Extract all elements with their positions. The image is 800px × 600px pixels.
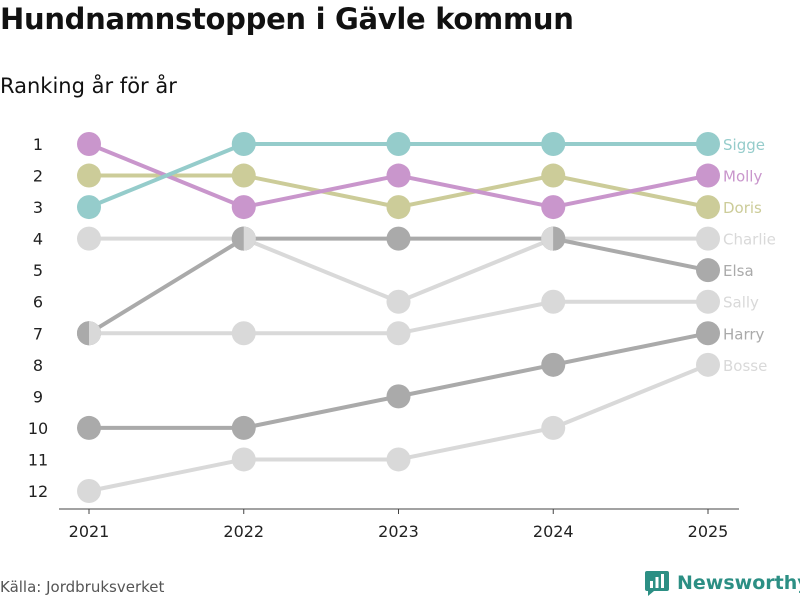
point-harry	[696, 321, 720, 346]
point-harry	[386, 384, 411, 409]
point-sigge	[386, 132, 411, 156]
point-molly	[386, 163, 411, 188]
y-tick-label: 6	[33, 293, 43, 312]
series-points	[77, 132, 720, 503]
x-tick-label: 2024	[533, 522, 574, 541]
point-sigge	[231, 132, 256, 156]
point-sally	[386, 321, 411, 346]
point-sally	[231, 321, 256, 346]
series-label-charlie: Charlie	[723, 231, 776, 249]
tie-point-charlie-elsa-left	[541, 226, 554, 251]
tie-point-elsa-sally-right	[89, 321, 101, 346]
y-tick-label: 9	[33, 387, 43, 406]
point-doris	[696, 195, 720, 220]
series-label-harry: Harry	[723, 325, 765, 343]
series-label-doris: Doris	[723, 199, 762, 217]
point-elsa	[696, 258, 720, 283]
point-harry	[77, 415, 101, 440]
point-molly	[77, 132, 101, 156]
y-tick-label: 4	[33, 230, 43, 249]
y-tick-label: 1	[33, 135, 43, 154]
point-doris	[77, 163, 101, 188]
point-molly	[231, 195, 256, 220]
series-label-bosse: Bosse	[723, 357, 767, 375]
series-label-elsa: Elsa	[723, 262, 754, 280]
point-harry	[231, 415, 256, 440]
brand-logo: Newsworthy	[644, 569, 800, 597]
point-sigge	[696, 132, 720, 156]
series-labels: Sigge Molly Doris Charlie Elsa Sally Harry Boss…	[723, 136, 776, 375]
series-line-harry	[89, 331, 709, 430]
point-elsa	[386, 226, 411, 251]
point-bosse	[77, 479, 101, 503]
point-bosse	[541, 415, 566, 440]
y-tick-label: 5	[33, 261, 43, 280]
tie-point-charlie-elsa-right	[553, 226, 566, 251]
y-tick-label: 8	[33, 356, 43, 375]
series-line-elsa	[87, 236, 709, 335]
tie-point-elsa-sally-left	[77, 321, 89, 346]
point-sigge	[77, 195, 101, 220]
point-bosse	[231, 447, 256, 472]
x-tick-label: 2023	[378, 522, 419, 541]
newsworthy-icon	[645, 571, 669, 596]
point-doris	[541, 163, 566, 188]
chart-subtitle: Ranking år för år	[0, 74, 177, 98]
point-charlie	[696, 226, 720, 251]
tie-point-elsa-charlie-left	[231, 226, 244, 251]
y-tick-label: 10	[28, 419, 48, 438]
series-label-sigge: Sigge	[723, 136, 765, 154]
point-sally	[541, 289, 566, 314]
point-charlie	[77, 226, 101, 251]
point-doris	[386, 195, 411, 220]
point-harry	[541, 352, 566, 377]
point-molly	[696, 163, 720, 188]
point-bosse	[386, 447, 411, 472]
point-sigge	[541, 132, 566, 156]
y-tick-label: 12	[28, 482, 48, 501]
y-tick-label: 2	[33, 167, 43, 186]
x-tick-label: 2021	[69, 522, 110, 541]
point-molly	[541, 195, 566, 220]
y-tick-label: 11	[28, 450, 48, 469]
brand-name: Newsworthy	[677, 572, 800, 594]
y-tick-label: 7	[33, 324, 43, 343]
source-note: Källa: Jordbruksverket	[0, 578, 165, 596]
series-label-molly: Molly	[723, 168, 762, 186]
point-doris	[231, 163, 256, 188]
point-charlie	[386, 289, 411, 314]
x-tick-label: 2022	[223, 522, 264, 541]
x-axis: 2021 2022 2023 2024 2025	[59, 508, 739, 541]
point-sally	[696, 289, 720, 314]
tie-point-elsa-charlie-right	[243, 226, 256, 251]
x-tick-label: 2025	[688, 522, 729, 541]
chart-title: Hundnamnstoppen i Gävle kommun	[0, 2, 574, 36]
series-label-sally: Sally	[723, 294, 759, 312]
point-bosse	[696, 352, 720, 377]
y-tick-label: 3	[33, 198, 43, 217]
